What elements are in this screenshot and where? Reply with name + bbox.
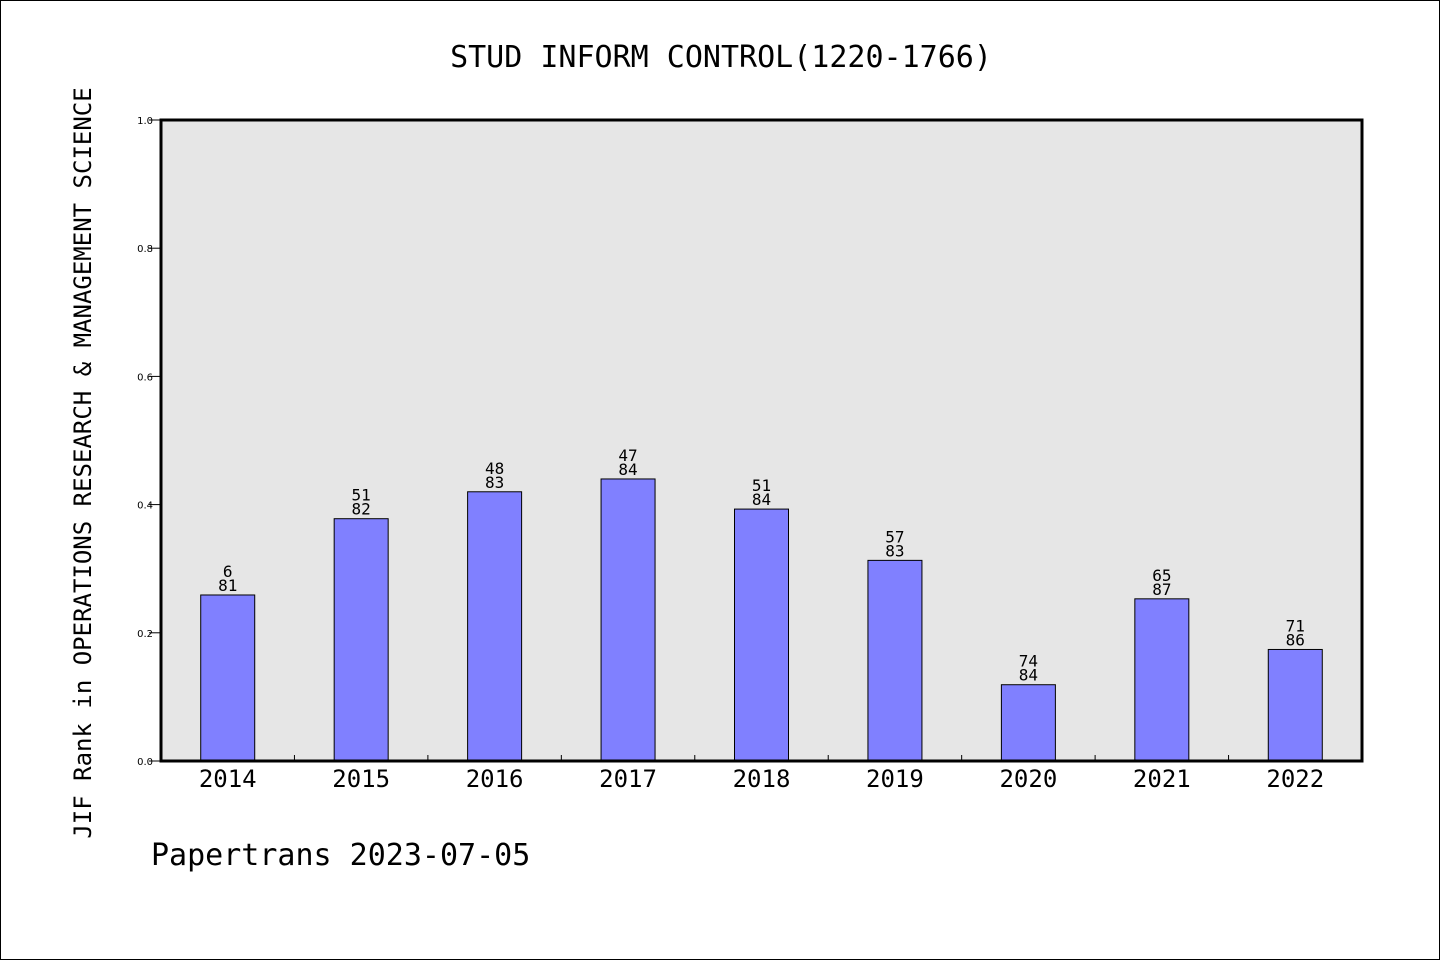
x-tick-label: 2022: [1266, 765, 1324, 793]
bar-total-label: 84: [1019, 666, 1038, 685]
bar-rank-label: 74: [1019, 652, 1038, 671]
y-axis-label: JIF Rank in OPERATIONS RESEARCH & MANAGE…: [69, 87, 97, 838]
bar-rank-label: 48: [485, 459, 504, 478]
bar-rank-label: 57: [885, 527, 904, 546]
chart-title: STUD INFORM CONTROL(1220-1766): [450, 40, 992, 75]
y-tick-label: 0.4: [137, 501, 153, 512]
x-tick-label: 2018: [733, 765, 791, 793]
bar-total-label: 83: [485, 473, 504, 492]
y-tick-label: 0.2: [137, 629, 153, 640]
x-tick-label: 2019: [866, 765, 924, 793]
bar-rank-label: 47: [618, 446, 637, 465]
y-axis-ticks: 0.0 0.2 0.4 0.6 0.8 1.0: [137, 116, 161, 768]
x-tick-label: 2015: [332, 765, 390, 793]
y-tick-label: 0.0: [137, 757, 153, 768]
bar-rank-label: 6: [223, 562, 233, 581]
x-tick-label: 2014: [199, 765, 257, 793]
y-tick-label: 1.0: [137, 116, 153, 127]
bar-rank-label: 71: [1286, 616, 1305, 635]
bar-rank-label: 65: [1152, 566, 1171, 585]
footer-credit: Papertrans 2023-07-05: [151, 838, 530, 873]
bar-2015: [333, 518, 389, 762]
bar-2022: [1267, 648, 1323, 762]
bar-2017: [600, 478, 656, 762]
x-tick-label: 2016: [466, 765, 524, 793]
plot-border: [159, 118, 1364, 763]
bar-2021: [1134, 598, 1190, 762]
x-tick-label: 2020: [999, 765, 1057, 793]
bar-total-label: 81: [218, 576, 237, 595]
bar-2014: [200, 594, 256, 762]
bar-total-label: 86: [1286, 630, 1305, 649]
bar-rank-label: 51: [352, 486, 371, 505]
bar-total-label: 82: [352, 500, 371, 519]
bar-total-label: 83: [885, 541, 904, 560]
bar-total-label: 84: [752, 490, 771, 509]
bar-2016: [467, 491, 523, 762]
bars: [200, 478, 1323, 762]
bar-2020: [1000, 684, 1056, 762]
x-tick-label: 2021: [1133, 765, 1191, 793]
bar-2018: [734, 508, 789, 762]
x-axis-ticks: 2014 2015 2016 2017 2018 2019 2020 2021 2022: [199, 755, 1324, 793]
bar-total-label: 84: [618, 460, 637, 479]
y-tick-label: 0.8: [137, 244, 153, 255]
bar-rank-label: 51: [752, 476, 771, 495]
x-tick-label: 2017: [599, 765, 657, 793]
bar-2019: [867, 559, 923, 762]
bar-total-label: 87: [1152, 580, 1171, 599]
y-tick-label: 0.6: [137, 372, 153, 383]
